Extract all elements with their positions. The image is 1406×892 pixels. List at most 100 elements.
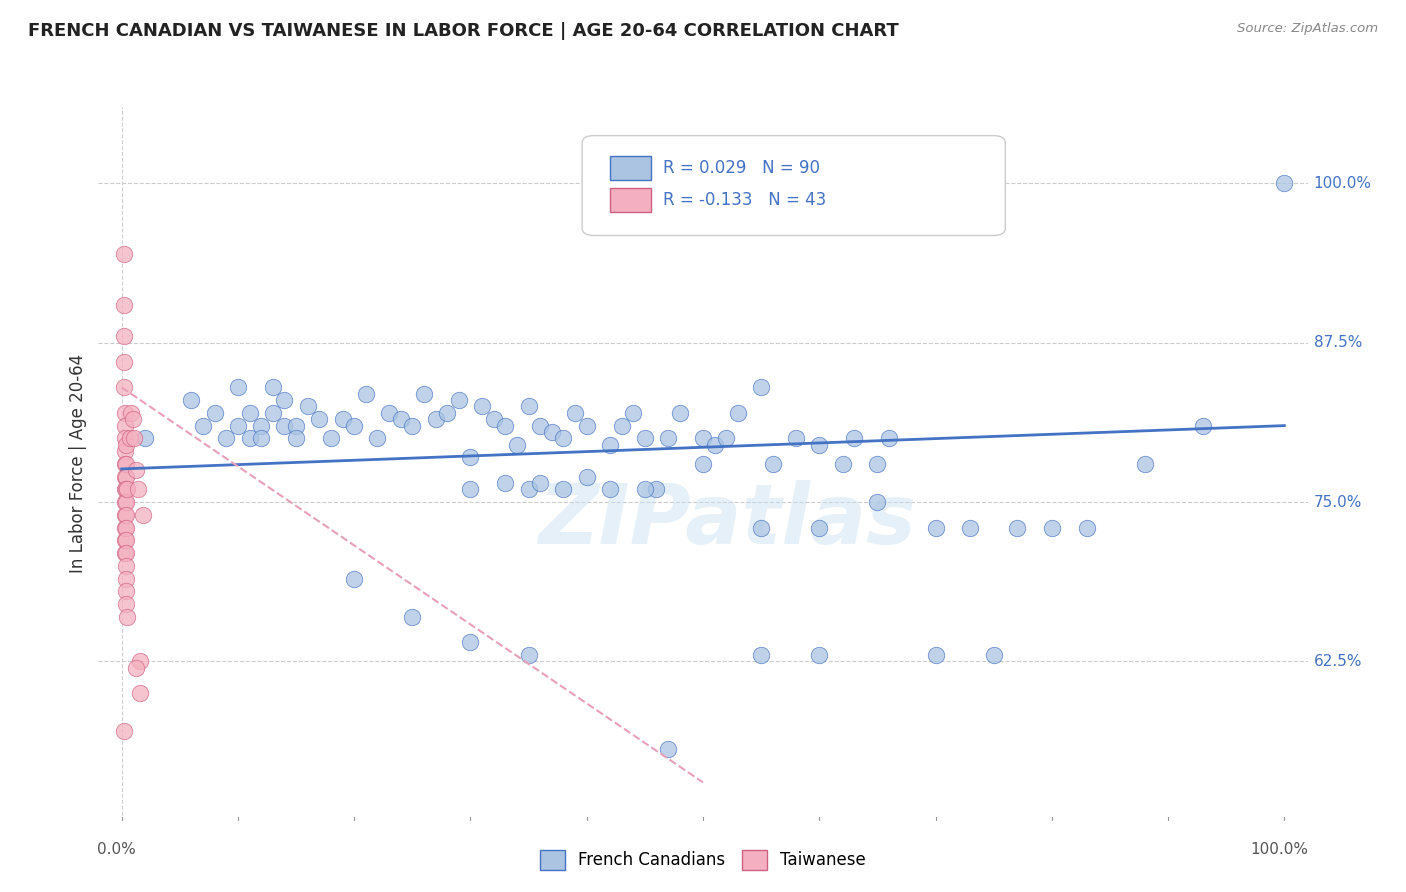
Point: [343, 418, 366, 433]
Point: [553, 483, 575, 497]
Point: [599, 438, 621, 452]
Point: [703, 438, 725, 452]
Point: [762, 457, 785, 471]
Point: [115, 495, 138, 509]
Text: FRENCH CANADIAN VS TAIWANESE IN LABOR FORCE | AGE 20-64 CORRELATION CHART: FRENCH CANADIAN VS TAIWANESE IN LABOR FO…: [28, 22, 898, 40]
Point: [460, 635, 482, 649]
Point: [114, 444, 136, 458]
Point: [924, 520, 946, 534]
Point: [378, 406, 401, 420]
Text: 87.5%: 87.5%: [1313, 335, 1362, 351]
Point: [215, 431, 238, 445]
Point: [114, 457, 136, 471]
Point: [114, 508, 136, 522]
Point: [226, 418, 249, 433]
Point: [273, 393, 295, 408]
Point: [250, 418, 273, 433]
Point: [191, 418, 214, 433]
Point: [204, 406, 226, 420]
Point: [436, 406, 458, 420]
Point: [1005, 520, 1028, 534]
Point: [114, 431, 136, 445]
Point: [239, 406, 262, 420]
Point: [1076, 520, 1098, 534]
Point: [831, 457, 853, 471]
Point: [517, 483, 540, 497]
Legend: French Canadians, Taiwanese: French Canadians, Taiwanese: [533, 843, 873, 877]
Point: [413, 386, 436, 401]
Point: [273, 418, 295, 433]
Point: [131, 508, 153, 522]
Point: [575, 469, 598, 483]
Point: [1133, 457, 1156, 471]
Point: [250, 431, 273, 445]
Point: [425, 412, 447, 426]
Point: [124, 431, 146, 445]
Point: [366, 431, 388, 445]
Point: [262, 406, 284, 420]
Y-axis label: In Labor Force | Age 20-64: In Labor Force | Age 20-64: [69, 354, 87, 574]
Point: [124, 661, 146, 675]
Point: [785, 431, 807, 445]
Point: [634, 483, 657, 497]
Point: [494, 418, 516, 433]
Text: 100.0%: 100.0%: [1313, 176, 1372, 191]
Point: [118, 431, 141, 445]
FancyBboxPatch shape: [610, 155, 651, 180]
Point: [808, 648, 831, 662]
Point: [610, 418, 633, 433]
Point: [122, 412, 145, 426]
Point: [134, 431, 156, 445]
Point: [494, 475, 516, 490]
Point: [115, 469, 138, 483]
Text: Source: ZipAtlas.com: Source: ZipAtlas.com: [1237, 22, 1378, 36]
Point: [285, 431, 308, 445]
Point: [808, 520, 831, 534]
Point: [112, 724, 135, 739]
Point: [354, 386, 377, 401]
Point: [866, 495, 889, 509]
Point: [114, 483, 136, 497]
Text: 62.5%: 62.5%: [1313, 654, 1362, 669]
Point: [115, 584, 138, 599]
Point: [621, 406, 644, 420]
Point: [599, 483, 621, 497]
Point: [401, 609, 423, 624]
Point: [1040, 520, 1063, 534]
Point: [634, 431, 657, 445]
Point: [332, 412, 354, 426]
Point: [564, 406, 586, 420]
Point: [129, 654, 152, 668]
Point: [692, 457, 714, 471]
Point: [529, 418, 551, 433]
Point: [749, 380, 772, 394]
Point: [114, 406, 136, 420]
Text: 100.0%: 100.0%: [1251, 842, 1309, 857]
Point: [319, 431, 342, 445]
Point: [124, 463, 146, 477]
Point: [226, 380, 249, 394]
Text: R = -0.133   N = 43: R = -0.133 N = 43: [664, 191, 827, 209]
Point: [1192, 418, 1215, 433]
Text: R = 0.029   N = 90: R = 0.029 N = 90: [664, 159, 820, 177]
Point: [983, 648, 1005, 662]
Point: [1272, 177, 1295, 191]
Point: [115, 597, 138, 611]
Point: [114, 495, 136, 509]
Point: [517, 400, 540, 414]
Point: [343, 572, 366, 586]
Point: [657, 431, 679, 445]
Point: [114, 533, 136, 548]
Point: [180, 393, 202, 408]
FancyBboxPatch shape: [582, 136, 1005, 235]
Point: [114, 546, 136, 560]
Point: [112, 297, 135, 311]
FancyBboxPatch shape: [610, 187, 651, 212]
Point: [517, 648, 540, 662]
Point: [112, 329, 135, 343]
Point: [389, 412, 412, 426]
Point: [540, 425, 562, 439]
Point: [129, 686, 152, 700]
Point: [297, 400, 319, 414]
Point: [553, 431, 575, 445]
